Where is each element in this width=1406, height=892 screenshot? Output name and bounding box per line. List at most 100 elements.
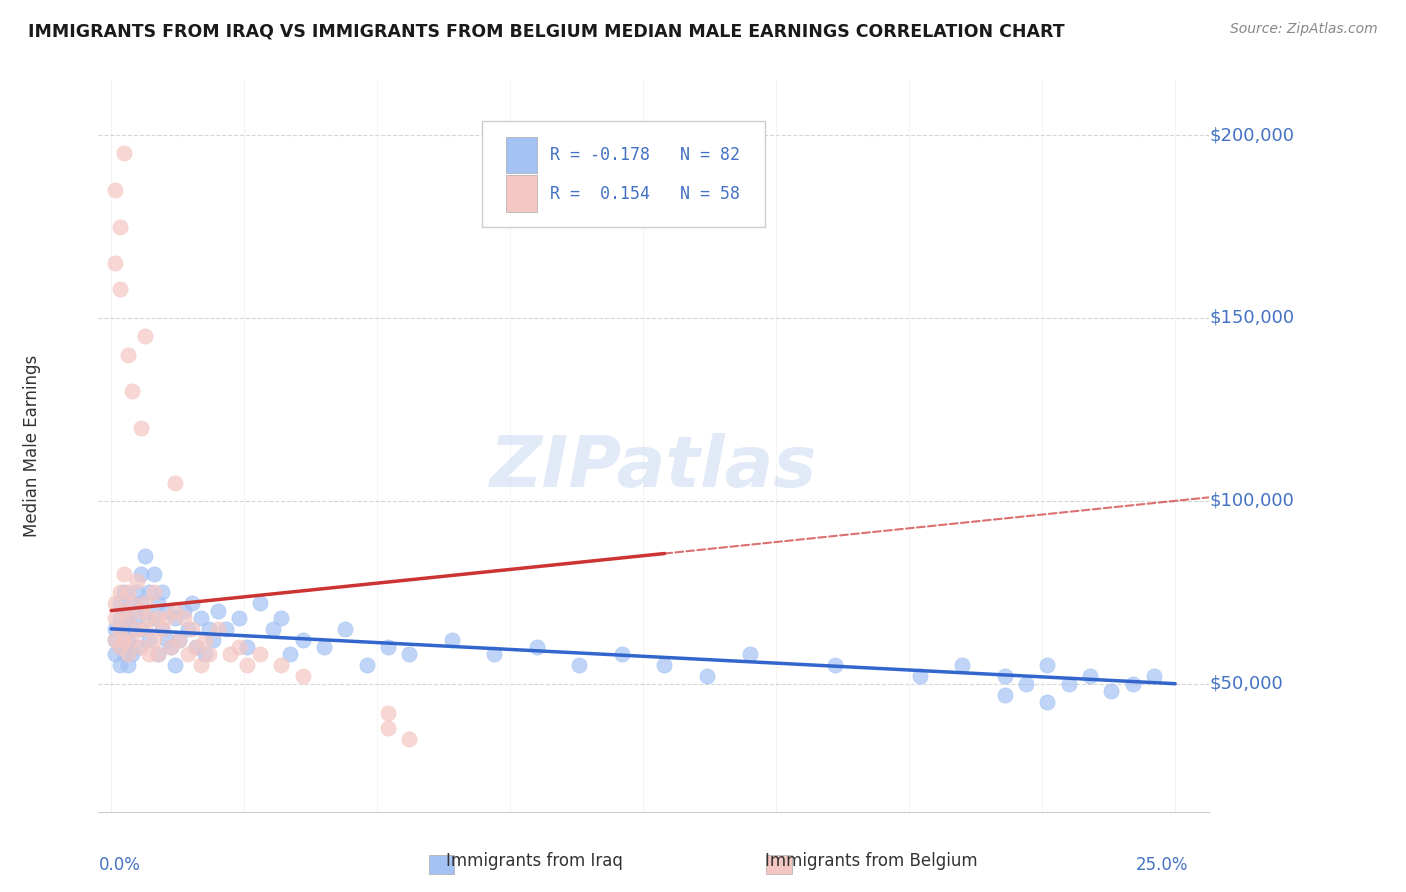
Point [125, 611, 148, 625]
Point [155, 611, 177, 625]
Point [163, 475, 186, 490]
Point [104, 632, 127, 647]
Point [398, 648, 420, 662]
Point [155, 632, 177, 647]
Point [654, 658, 676, 673]
Point [134, 549, 156, 563]
Point [1143, 669, 1166, 683]
Point [335, 622, 357, 636]
Point [108, 585, 131, 599]
Text: $200,000: $200,000 [1209, 126, 1294, 145]
Point [121, 384, 143, 398]
Point [134, 603, 156, 617]
Point [159, 640, 181, 655]
Point [270, 658, 292, 673]
Point [104, 648, 127, 662]
Text: $50,000: $50,000 [1209, 674, 1282, 693]
Point [1078, 669, 1101, 683]
Point [112, 622, 135, 636]
Point [163, 603, 186, 617]
Text: 25.0%: 25.0% [1136, 855, 1188, 873]
Point [108, 622, 131, 636]
Point [104, 611, 127, 625]
Point [117, 348, 139, 362]
Text: Source: ZipAtlas.com: Source: ZipAtlas.com [1230, 22, 1378, 37]
Point [177, 648, 200, 662]
Point [186, 640, 208, 655]
Point [526, 640, 548, 655]
Point [138, 648, 160, 662]
Point [219, 648, 242, 662]
Point [194, 632, 217, 647]
Point [994, 688, 1017, 702]
Point [198, 648, 221, 662]
Point [377, 640, 399, 655]
Point [228, 640, 250, 655]
Point [142, 632, 165, 647]
Point [138, 611, 160, 625]
Point [146, 596, 169, 610]
Point [134, 622, 156, 636]
Point [104, 256, 127, 270]
Point [121, 632, 143, 647]
Point [150, 585, 173, 599]
Point [117, 585, 139, 599]
Point [112, 648, 135, 662]
Point [163, 658, 186, 673]
Point [138, 585, 160, 599]
Point [482, 648, 505, 662]
Point [117, 648, 139, 662]
Text: IMMIGRANTS FROM IRAQ VS IMMIGRANTS FROM BELGIUM MEDIAN MALE EARNINGS CORRELATION: IMMIGRANTS FROM IRAQ VS IMMIGRANTS FROM … [28, 22, 1064, 40]
Point [1036, 695, 1059, 709]
Point [129, 567, 152, 582]
Point [249, 648, 271, 662]
Point [129, 603, 152, 617]
Point [190, 658, 212, 673]
Point [356, 658, 378, 673]
Point [104, 596, 127, 610]
Point [125, 622, 148, 636]
Point [142, 611, 165, 625]
Point [190, 611, 212, 625]
Point [104, 632, 127, 647]
Point [278, 648, 301, 662]
Point [121, 596, 143, 610]
Point [169, 632, 191, 647]
Point [262, 622, 284, 636]
Point [440, 632, 463, 647]
Point [177, 622, 200, 636]
Point [134, 596, 156, 610]
Point [202, 632, 225, 647]
Point [129, 596, 152, 610]
Point [207, 622, 229, 636]
Point [108, 658, 131, 673]
Point [610, 648, 633, 662]
Point [291, 669, 314, 683]
Point [738, 648, 761, 662]
Point [249, 596, 271, 610]
Point [194, 648, 217, 662]
Point [696, 669, 718, 683]
Point [125, 574, 148, 589]
Point [129, 420, 152, 434]
Point [125, 585, 148, 599]
FancyBboxPatch shape [506, 136, 537, 173]
Text: $100,000: $100,000 [1209, 491, 1294, 510]
Point [1057, 676, 1080, 690]
Point [108, 640, 131, 655]
Point [117, 611, 139, 625]
Bar [766, 855, 792, 874]
Text: Immigrants from Belgium: Immigrants from Belgium [765, 852, 979, 870]
Point [142, 585, 165, 599]
Point [568, 658, 591, 673]
Point [108, 611, 131, 625]
Point [146, 648, 169, 662]
Point [150, 622, 173, 636]
Point [146, 648, 169, 662]
Point [121, 596, 143, 610]
Point [377, 721, 399, 735]
Point [173, 611, 195, 625]
Point [112, 146, 135, 161]
Point [181, 622, 204, 636]
Point [215, 622, 238, 636]
